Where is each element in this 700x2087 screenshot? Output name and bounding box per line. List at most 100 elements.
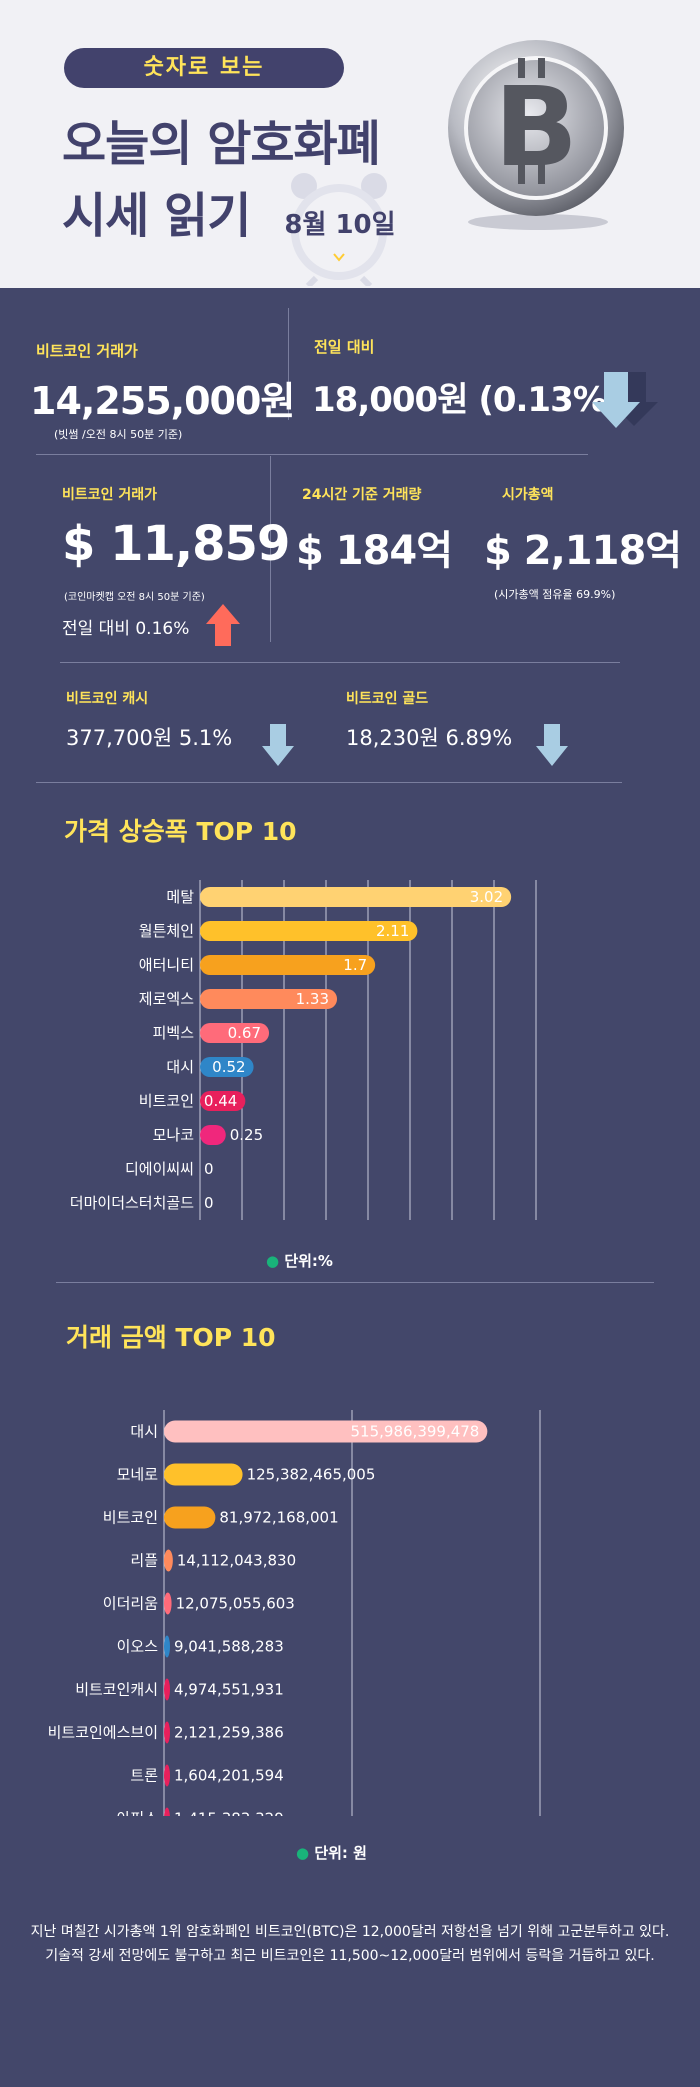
usd-price-label: 비트코인 거래가 [62, 487, 158, 503]
bar [164, 1678, 170, 1701]
category-label: 비트코인에스브이 [48, 1724, 158, 1742]
bar [164, 1721, 170, 1744]
data-label: 12,075,055,603 [176, 1595, 295, 1613]
data-label: 1.7 [343, 956, 367, 974]
volume-value: $ 184억 [296, 528, 453, 574]
usd-change: 전일 대비 0.16% [62, 619, 190, 639]
bar [164, 1635, 170, 1658]
data-label: 0 [204, 1160, 214, 1178]
bar [200, 1091, 246, 1111]
cash-label: 비트코인 캐시 [66, 691, 149, 707]
divider [36, 782, 622, 783]
chart2-unit: ● 단위: 원 [296, 1844, 367, 1862]
summary-text: 지난 며칠간 시가총액 1위 암호화폐인 비트코인(BTC)은 12,000달러… [30, 1924, 670, 1964]
down-arrow-icon [262, 724, 294, 766]
chart1-title: 가격 상승폭 TOP 10 [64, 817, 297, 846]
divider [60, 662, 620, 663]
divider [36, 454, 588, 455]
data-label: 9,041,588,283 [174, 1638, 284, 1656]
svg-text:B: B [494, 63, 578, 191]
divider [288, 308, 289, 420]
data-label: 3.02 [470, 888, 503, 906]
data-label: 0.67 [228, 1024, 261, 1042]
category-label: 비트코인캐시 [75, 1681, 158, 1699]
down-arrow-icon [592, 372, 658, 428]
category-label: 트론 [130, 1767, 158, 1785]
chart1-unit: ● 단위:% [266, 1252, 333, 1270]
category-label: 피벡스 [153, 1024, 195, 1042]
bar [200, 955, 376, 975]
usd-price-note: (코인마켓캡 오전 8시 50분 기준) [64, 592, 205, 603]
krw-price-label: 비트코인 거래가 [36, 342, 138, 360]
bar [164, 1549, 173, 1572]
alarm-clock-icon [291, 173, 387, 286]
usd-price: $ 11,859 [62, 516, 290, 572]
bar [164, 1592, 172, 1615]
bar [200, 921, 418, 941]
data-label: 1,604,201,594 [174, 1767, 284, 1785]
category-label: 애터니티 [139, 956, 194, 974]
page-title-line1: 오늘의 암호화폐 [62, 116, 381, 172]
marketcap-value: $ 2,118억 [484, 528, 682, 574]
trade-amount-chart: 대시 515,986,399,478 모네로 125,382,465,005 비트코인 8… [48, 1410, 541, 1817]
category-label: 비트코인 [139, 1092, 194, 1110]
down-arrow-icon [536, 724, 568, 766]
chart2-unit-text: 단위: 원 [314, 1844, 367, 1862]
bitcoin-coin-icon: B [448, 40, 624, 230]
category-label: 대시 [166, 1058, 194, 1076]
chart2-title: 거래 금액 TOP 10 [66, 1323, 276, 1352]
category-label: 월튼체인 [139, 922, 194, 940]
volume-label: 24시간 기준 거래량 [302, 487, 422, 503]
chart1-unit-text: 단위:% [284, 1252, 333, 1270]
bar [164, 1463, 243, 1486]
krw-price: 14,255,000원 [30, 379, 295, 423]
prev-day-label: 전일 대비 [314, 338, 375, 356]
up-arrow-icon [206, 604, 240, 646]
bar [164, 1506, 216, 1529]
data-label: 125,382,465,005 [247, 1466, 376, 1484]
category-label: 더마이더스터치골드 [70, 1194, 194, 1212]
data-label: 0.25 [230, 1126, 263, 1144]
data-label: 2,121,259,386 [174, 1724, 284, 1742]
bar [200, 1125, 226, 1145]
header: 숫자로 보는 오늘의 암호화폐 시세 읽기 8월 10일 B [0, 0, 700, 288]
divider [270, 456, 271, 642]
page-title-line2: 시세 읽기 [62, 188, 251, 244]
header-pill: 숫자로 보는 [64, 48, 344, 88]
category-label: 아피스 [117, 1810, 159, 1817]
data-label: 2.11 [376, 922, 409, 940]
marketcap-label: 시가총액 [502, 487, 554, 503]
category-label: 메탈 [166, 888, 194, 906]
category-label: 대시 [130, 1423, 158, 1441]
bar [200, 989, 338, 1009]
data-label: 14,112,043,830 [177, 1552, 296, 1570]
category-label: 이더리움 [103, 1595, 158, 1613]
bar [164, 1807, 170, 1816]
category-label: 모나코 [153, 1126, 194, 1144]
data-label: 0 [204, 1194, 214, 1212]
data-label: 1,415,383,329 [174, 1810, 284, 1817]
divider [56, 1282, 654, 1283]
bar [200, 887, 512, 907]
data-label: 1.33 [296, 990, 329, 1008]
krw-price-note: (빗썸 /오전 8시 50분 기준) [54, 428, 183, 441]
data-label: 0.44 [204, 1092, 237, 1110]
data-label: 4,974,551,931 [174, 1681, 284, 1699]
marketcap-note: (시가총액 점유율 69.9%) [494, 588, 616, 601]
bar [164, 1764, 170, 1787]
price-increase-chart: 메탈 3.02 월튼체인 2.11 애터니티 1.7 제로엑스 1.33 피벡스 0.67 대시 0.… [70, 880, 537, 1220]
cash-value: 377,700원 5.1% [66, 726, 233, 750]
gold-label: 비트코인 골드 [346, 691, 429, 707]
gold-value: 18,230원 6.89% [346, 726, 513, 750]
bar [164, 1420, 488, 1443]
category-label: 디에이씨씨 [125, 1160, 194, 1178]
category-label: 비트코인 [103, 1509, 158, 1527]
bar [200, 1057, 254, 1077]
category-label: 리플 [130, 1552, 158, 1570]
data-label: 81,972,168,001 [219, 1509, 338, 1527]
date-label: 8월 10일 [284, 210, 396, 240]
category-label: 이오스 [117, 1638, 159, 1656]
bar [200, 1023, 270, 1043]
category-label: 모네로 [117, 1466, 159, 1484]
category-label: 제로엑스 [139, 990, 194, 1008]
